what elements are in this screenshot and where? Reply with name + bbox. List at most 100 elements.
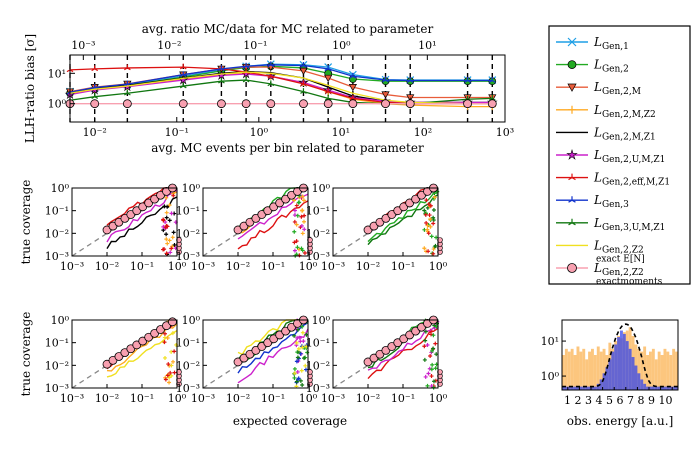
legend-main-1: L [593,58,602,72]
orange-bar-36 [666,351,670,390]
coverage-mark-0-4 [431,207,436,212]
coverage-mark-2-5 [428,224,433,229]
coverage-mark-0-2 [431,215,436,220]
coverage-mark-0-4 [167,375,172,380]
point-Gen3-10 [382,76,389,83]
point-Gen2effMZ1-8 [324,88,332,94]
point-Gen2Z2exactmoments-10 [381,99,390,109]
legend-item-1: LGen,2 [556,58,629,75]
coverage-mark-3-7 [431,333,436,338]
coverage-mark-0-0 [170,331,175,336]
orange-bar-39 [675,351,678,390]
coverage-frame [332,319,439,389]
legend-sub-7: Gen,3 [602,200,629,210]
x2tick-label-2: 10⁻¹ [243,39,267,52]
cov-ytick-label-2: 10⁻¹ [45,205,69,218]
coverage-mark-2-3 [305,350,310,355]
cov-xtick-label-3: 10⁰ [168,260,187,273]
coverage-mark-3-8 [299,246,304,251]
legend-label-3: LGen,2,M,Z2 [593,103,656,120]
legend-sub-1: Gen,2 [602,65,629,75]
x2tick-label-0: 10⁻³ [71,39,95,52]
point-Gen2Z2exactmoments-2 [122,99,132,109]
coverage-mark-0-3 [171,230,176,235]
blue-bar-27 [640,379,644,390]
point-Gen3-3 [179,71,187,77]
blue-bar-11 [593,386,597,390]
blue-bar-17 [611,351,615,390]
orange-bar-14 [602,348,606,390]
point-Gen3UMZ1-1 [91,93,99,99]
cov-xtick-label-2: 10⁻¹ [261,392,285,405]
legend-main-4: L [593,125,602,139]
coverage-mark-2-1 [300,324,305,329]
cov-ytick-label-1: 10⁻² [306,227,330,240]
legend-marker-0 [567,37,577,47]
coverage-mark-2-4 [425,227,430,232]
coverage-ylabel-row2: true coverage [19,312,33,397]
coverage-mark-1-9 [169,211,174,216]
coverage-mark-2-2 [162,340,167,345]
cov-ytick-label-2: 10⁻¹ [45,337,69,350]
blue-bar-24 [631,357,635,390]
coverage-mark-2-8 [292,375,297,380]
point-Gen2M-7 [299,67,308,76]
orange-bar-35 [663,348,667,390]
cov-ytick-label-1: 10⁻² [176,359,200,372]
point-Gen2Z2exactmoments-3 [178,99,188,109]
coverage-mark-3-4 [300,383,305,388]
cov-ytick-label-3: 10⁰ [182,314,201,327]
coverage-mark-2-3 [163,377,168,382]
coverage-mark-3-6 [423,212,428,217]
blue-bar-36 [666,386,670,390]
coverage-mark-3-2 [302,356,307,361]
point-Gen3-8 [324,65,332,72]
cov-ytick-label-2: 10⁻¹ [306,205,330,218]
coverage-mark-2-1 [431,346,436,351]
point-Gen3-4 [218,65,225,72]
coverage-mark-3-2 [433,366,438,371]
cov-ytick-label-0: 10⁻³ [176,250,200,263]
cov-xtick-label-2: 10⁻¹ [391,260,415,273]
coverage-mark-0-0 [302,251,307,256]
point-Gen3-13 [488,76,496,83]
point-Gen3-7 [300,62,307,68]
coverage-mark-4-6 [296,346,301,351]
cov-xtick-label-1: 10⁻² [356,392,380,405]
coverage-mark-1-5 [168,250,173,255]
cov-ytick-label-1: 10⁻² [306,359,330,372]
coverage-mark-0-1 [164,232,169,237]
legend-sub-4: Gen,2,M,Z1 [602,132,656,142]
point-Gen3UMZ1-4 [218,77,225,84]
coverage-mark-3-5 [424,220,429,225]
point-Gen3-12 [464,76,471,83]
cov-xtick-label-2: 10⁻¹ [391,392,415,405]
cov-ytick-label-1: 10⁻² [176,227,200,240]
legend-label-2: LGen,2,M [593,80,641,97]
legend-label-4: LGen,2,M,Z1 [593,125,656,142]
blue-bar-3 [570,386,574,390]
energy-frame [561,319,679,391]
orange-bar-8 [585,359,589,390]
series-line-Gen3 [69,64,493,93]
coverage-mark-2-1 [168,370,173,375]
coverage-mark-0-6 [294,203,299,208]
cov-ytick-label-3: 10⁰ [312,182,331,195]
coverage-mark-1-7 [425,343,430,348]
coverage-mark-3-0 [430,348,435,353]
coverage-series-0 [237,328,309,384]
orange-bar-29 [646,355,649,390]
blue-bar-5 [576,386,580,390]
coverage-mark-1-4 [303,367,308,372]
coverage-mark-3-4 [425,383,430,388]
cov-xtick-label-1: 10⁻² [226,260,250,273]
coverage-mark-1-0 [435,189,440,194]
coverage-mark-1-4 [426,371,431,376]
point-Gen3-5 [242,62,250,69]
cov-ytick-label-3: 10⁰ [182,182,201,195]
coverage-panel-6: 10⁻³ 10⁻² 10⁻¹ 10⁰ 10⁻³ 10⁻² 10⁻¹ 10⁰ [306,314,448,405]
coverage-mark-2-8 [425,223,430,228]
cov-ytick-label-0: 10⁻³ [176,382,200,395]
coverage-mark-1-7 [292,208,297,213]
xtick-label-0: 10⁻² [83,126,107,139]
